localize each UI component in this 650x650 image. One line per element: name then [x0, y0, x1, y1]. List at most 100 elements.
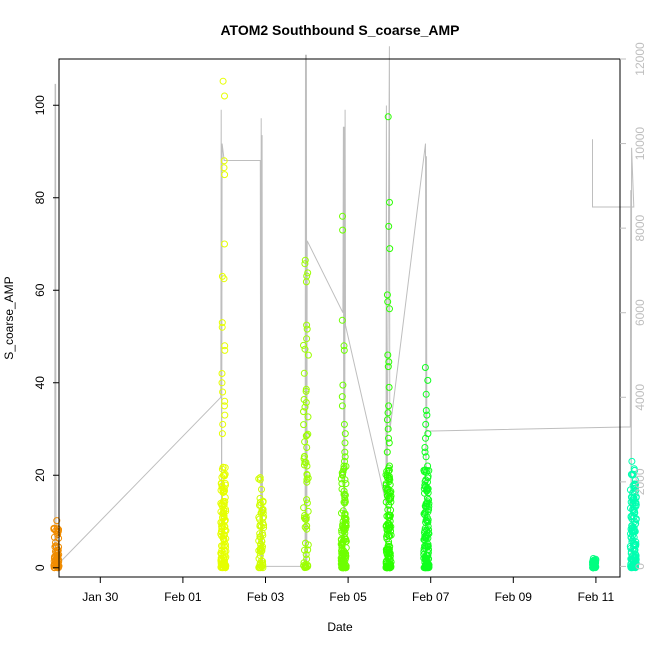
data-point-outlier [303, 478, 311, 486]
data-point [217, 519, 225, 527]
data-point-outlier [628, 527, 636, 535]
data-point-outlier [256, 494, 264, 502]
data-point [303, 522, 311, 530]
data-point-outlier [421, 448, 429, 456]
data-point [338, 550, 346, 558]
y-tick-label: 100 [33, 95, 47, 115]
data-point [300, 421, 308, 429]
data-point [423, 531, 431, 539]
data-point [301, 403, 309, 411]
data-point-outlier [340, 462, 348, 470]
data-point [220, 559, 228, 567]
data-point [337, 475, 345, 483]
data-point [384, 542, 392, 550]
data-point [340, 487, 348, 495]
x-tick-label: Feb 03 [247, 590, 285, 604]
data-point [303, 476, 311, 483]
data-point-outlier [386, 462, 393, 470]
data-point [382, 560, 390, 568]
data-point-outlier [386, 305, 393, 313]
data-point [304, 413, 312, 421]
data-point-outlier [421, 508, 429, 516]
data-point-outlier [630, 513, 638, 521]
data-point-outlier [423, 467, 431, 475]
data-point [258, 547, 265, 555]
data-point-outlier [421, 364, 429, 371]
data-point [303, 496, 311, 504]
data-point-outlier [421, 444, 429, 451]
data-point-outlier [221, 397, 229, 405]
data-point-outlier [302, 432, 310, 440]
data-point [387, 492, 395, 500]
data-point-outlier [385, 402, 393, 410]
data-point [217, 479, 225, 487]
data-point [302, 515, 310, 523]
data-point [627, 513, 635, 521]
data-point-outlier [221, 402, 228, 410]
data-point [420, 551, 428, 559]
x-tick-label: Feb 01 [164, 590, 202, 604]
data-point-outlier [385, 494, 393, 502]
data-point [632, 551, 640, 558]
data-point-outlier [629, 531, 637, 539]
data-point [424, 489, 432, 497]
data-point-outlier [629, 536, 637, 544]
data-point [220, 532, 228, 540]
data-point-outlier [303, 471, 311, 479]
data-point-outlier [423, 485, 431, 493]
data-point [300, 396, 308, 403]
data-point-outlier [422, 390, 430, 398]
y-tick-label: 20 [33, 468, 47, 482]
data-point [303, 499, 311, 507]
data-point-outlier [220, 164, 228, 172]
data-point-outlier [422, 407, 430, 414]
data-point-outlier [384, 425, 392, 433]
data-point [383, 512, 391, 520]
data-point [421, 554, 429, 562]
data-point-outlier [221, 411, 229, 419]
data-point-outlier [303, 462, 311, 470]
data-point-outlier [383, 448, 391, 456]
data-point-outlier [257, 501, 265, 509]
data-point [258, 485, 265, 493]
data-point-outlier [218, 430, 226, 438]
data-point [255, 537, 263, 545]
data-point-outlier [385, 439, 393, 447]
data-point [424, 462, 432, 470]
data-point [382, 546, 390, 553]
data-point [220, 510, 228, 517]
data-point [423, 526, 431, 534]
data-point [386, 552, 394, 560]
data-point [304, 430, 312, 438]
data-point [339, 507, 347, 515]
data-point [342, 552, 350, 560]
y-right-tick-label: 12000 [633, 42, 647, 76]
data-point [218, 482, 226, 490]
data-point [302, 387, 310, 395]
data-point-outlier [383, 416, 391, 424]
data-point-outlier [384, 409, 392, 417]
data-point [260, 521, 268, 529]
plot-frame [58, 58, 621, 578]
data-point [385, 467, 392, 475]
data-point [382, 522, 390, 530]
data-point-outlier [219, 388, 227, 396]
data-point [300, 504, 308, 512]
data-point [383, 535, 391, 543]
y-tick-label: 60 [33, 283, 47, 297]
data-point [257, 544, 265, 552]
data-point [50, 525, 58, 533]
y-right-tick-label: 8000 [633, 214, 647, 241]
data-point [337, 535, 345, 543]
data-point-outlier [631, 490, 639, 498]
data-point-outlier [221, 342, 229, 350]
data-point-outlier [339, 471, 346, 479]
data-point [341, 491, 349, 499]
data-point-outlier [591, 557, 599, 565]
data-point [629, 482, 637, 490]
x-axis: Jan 30 Feb 01 Feb 03 Feb 05 Feb 07 Feb 09 Feb … [82, 577, 614, 604]
data-point [301, 345, 309, 353]
y-right-tick-label: 6000 [633, 299, 647, 326]
points-layer [50, 77, 640, 572]
